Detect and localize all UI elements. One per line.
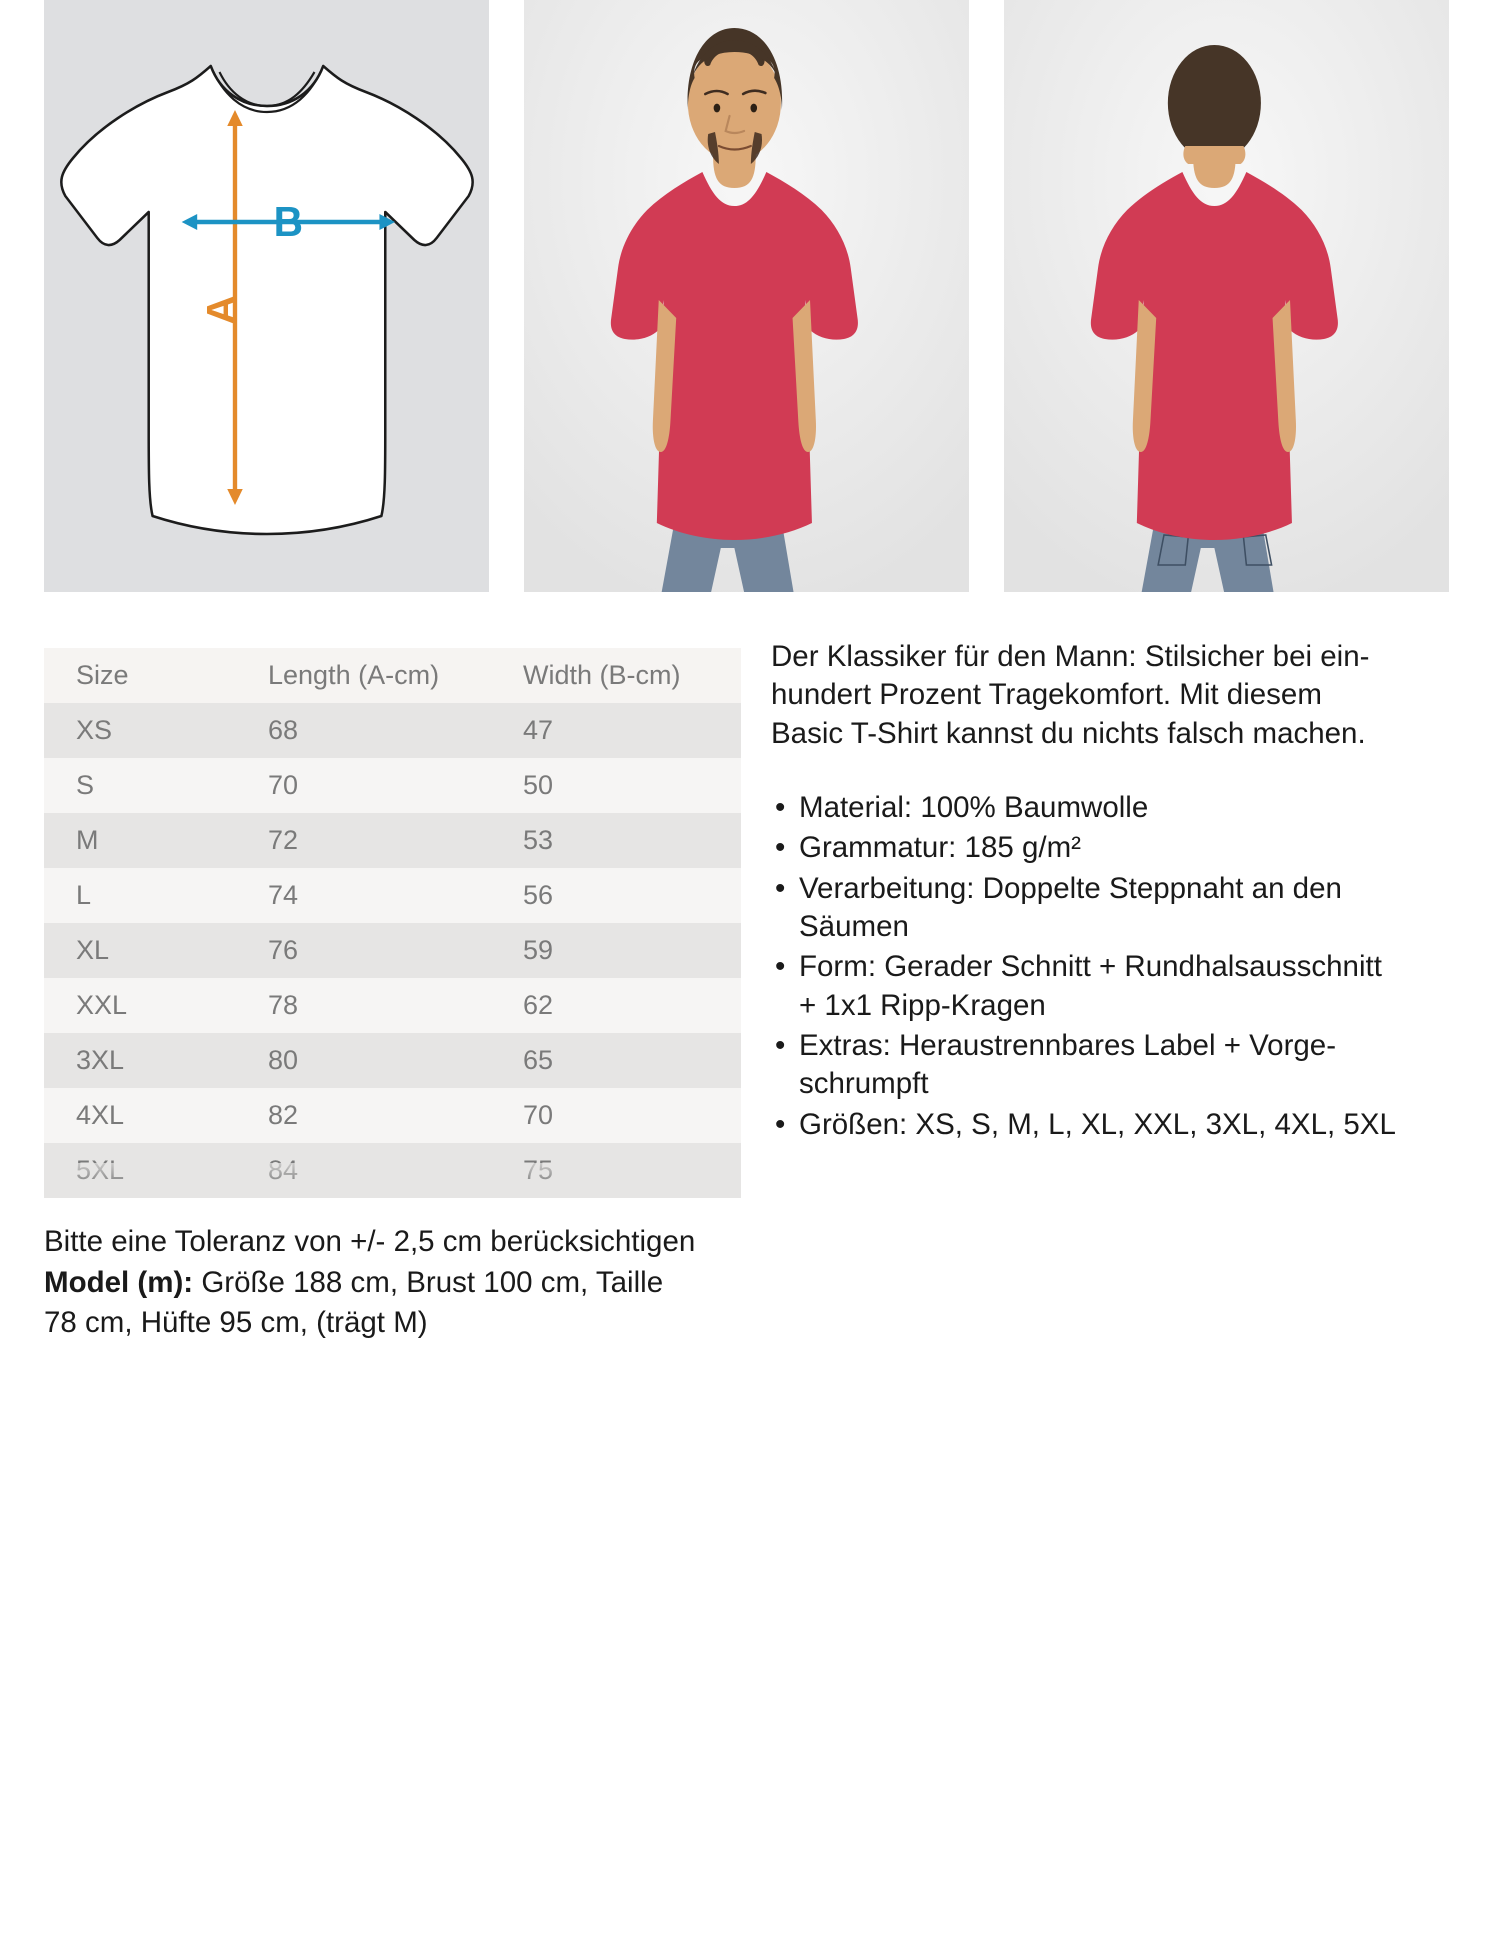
svg-text:A: A <box>199 295 244 325</box>
svg-text:B: B <box>274 198 303 245</box>
